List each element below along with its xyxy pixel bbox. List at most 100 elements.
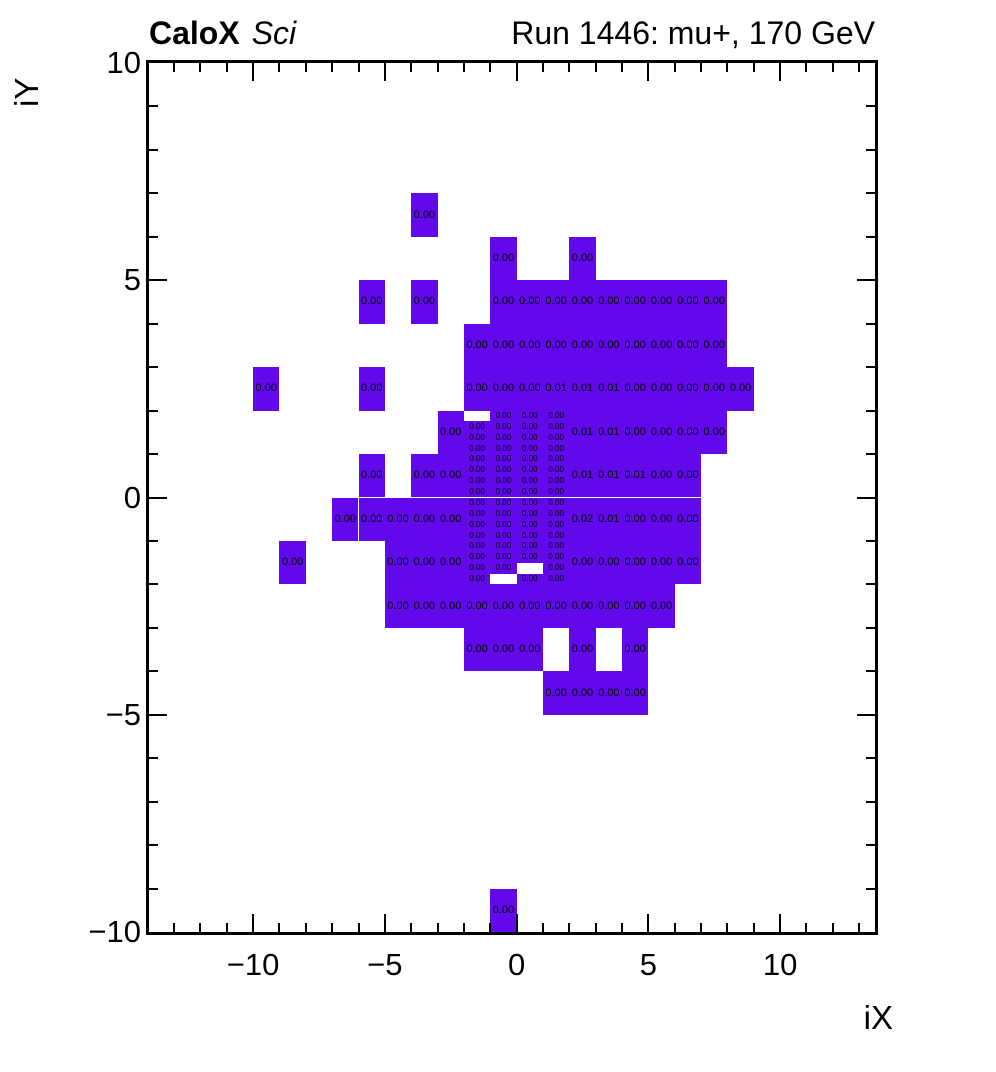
x-axis-tick (541, 63, 544, 72)
heatmap-fine-cell: 0.00 (516, 540, 543, 552)
y-axis-tick-label: 10 (106, 45, 141, 80)
x-axis-tick (541, 923, 544, 932)
y-axis-tick (857, 713, 875, 716)
heatmap-fine-cell: 0.00 (463, 519, 491, 531)
heatmap-fine-cell: 0.00 (490, 551, 517, 563)
heatmap-fine-cell: 0.00 (516, 421, 543, 433)
heatmap-fine-cell: 0.00 (542, 454, 570, 465)
heatmap-fine-cell: 0.00 (516, 443, 543, 455)
heatmap-cell: 0.00 (674, 454, 702, 498)
x-axis-tick (383, 63, 386, 81)
x-axis-tick (410, 63, 413, 72)
heatmap-cell: 0.00 (411, 497, 438, 541)
heatmap-fine-cell: 0.00 (463, 508, 491, 520)
x-axis-tick (383, 914, 386, 932)
heatmap-cell: 0.00 (384, 584, 412, 628)
heatmap-fine-cell: 0.00 (490, 421, 517, 433)
heatmap-fine-cell: 0.00 (490, 530, 517, 541)
heatmap-cell: 0.00 (622, 497, 649, 541)
heatmap-cell: 0.00 (622, 540, 649, 585)
heatmap-cell: 0.00 (622, 410, 649, 455)
heatmap-fine-cell: 0.00 (542, 540, 570, 552)
heatmap-fine-cell: 0.00 (463, 497, 491, 509)
y-axis-tick (149, 670, 158, 673)
x-axis-tick (858, 923, 861, 932)
x-axis-tick (805, 63, 808, 72)
heatmap-fine-cell: 0.00 (463, 486, 491, 498)
heatmap-fine-cell: 0.00 (542, 497, 570, 509)
heatmap-cell: 0.00 (701, 280, 728, 324)
heatmap-cell: 0.00 (569, 540, 596, 585)
heatmap-cell: 0.00 (411, 280, 438, 324)
heatmap-fine-cell: 0.00 (542, 443, 570, 455)
heatmap-cell: 0.00 (569, 627, 596, 672)
y-axis-tick (149, 844, 158, 847)
y-axis-tick (866, 887, 875, 890)
heatmap-cell: 0.00 (358, 454, 385, 498)
heatmap-fine-cell: 0.00 (490, 508, 517, 520)
x-axis-tick (252, 63, 255, 81)
heatmap-cell: 0.00 (490, 280, 517, 324)
x-axis-tick (726, 923, 729, 932)
heatmap-cell: 0.00 (674, 540, 702, 585)
x-axis-tick (700, 63, 703, 72)
heatmap-fine-cell: 0.00 (516, 508, 543, 520)
heatmap-cell: 0.00 (622, 367, 649, 411)
heatmap-fine-cell: 0.00 (516, 497, 543, 509)
heatmap-cell: 0.00 (648, 323, 675, 368)
heatmap-cell: 0.00 (463, 584, 491, 628)
y-axis-tick (866, 626, 875, 629)
heatmap-fine-cell: 0.00 (463, 551, 491, 563)
x-axis-tick-label: 0 (507, 947, 526, 982)
heatmap-cell: 0.00 (727, 367, 754, 411)
y-axis-tick (866, 539, 875, 542)
heatmap-cell: 0.00 (648, 540, 675, 585)
x-axis-tick (304, 63, 307, 72)
heatmap-fine-cell: 0.00 (542, 573, 570, 585)
x-axis-tick (594, 923, 597, 932)
heatmap-cell: 0.00 (332, 497, 359, 541)
x-axis-title: iX (863, 999, 893, 1036)
heatmap-cell: 0.00 (569, 584, 596, 628)
heatmap-cell: 0.00 (595, 584, 622, 628)
heatmap-fine-cell: 0.00 (516, 573, 543, 585)
heatmap-cell: 0.01 (595, 367, 622, 411)
x-axis-tick (331, 63, 334, 72)
heatmap-cell: 0.00 (595, 323, 622, 368)
y-axis-tick (866, 844, 875, 847)
heatmap-fine-cell: 0.00 (490, 475, 517, 487)
heatmap-fine-cell: 0.00 (490, 562, 517, 574)
heatmap-fine-cell: 0.00 (542, 508, 570, 520)
x-axis-tick (278, 63, 281, 72)
heatmap-cell: 0.01 (569, 410, 596, 455)
heatmap-cell: 0.00 (622, 671, 649, 715)
heatmap-fine-cell: 0.00 (516, 475, 543, 487)
y-axis-tick (866, 800, 875, 803)
heatmap-fine-cell: 0.00 (542, 421, 570, 433)
experiment-name-label: CaloX (149, 15, 240, 51)
heatmap-cell: 0.02 (569, 497, 596, 541)
plot-frame: 0.00 0.00 0.00 0.00 0.00 0.00 0.00 0.00 0.00 0.00… (146, 60, 878, 935)
heatmap-cell: 0.01 (542, 367, 570, 411)
y-axis-tick-label: 0 (123, 479, 141, 515)
heatmap-cell: 0.00 (490, 323, 517, 368)
heatmap-cell: 0.00 (542, 584, 570, 628)
heatmap-cell: 0.01 (595, 497, 622, 541)
heatmap-fine-cell: 0.00 (490, 486, 517, 498)
heatmap-cell: 0.00 (595, 280, 622, 324)
heatmap-fine-cell: 0.00 (463, 562, 491, 574)
x-axis-tick (673, 923, 676, 932)
x-axis-tick (489, 923, 492, 932)
heatmap-fine-cell: 0.00 (490, 464, 517, 476)
x-axis-tick (462, 923, 465, 932)
heatmap-cell: 0.00 (279, 540, 306, 585)
heatmap-fine-cell: 0.00 (463, 540, 491, 552)
heatmap-cell: 0.00 (437, 540, 464, 585)
x-axis-tick (515, 914, 518, 932)
x-axis-tick (594, 63, 597, 72)
heatmap-cell: 0.01 (595, 454, 622, 498)
heatmap-cell: 0.00 (516, 627, 543, 672)
y-axis-tick (866, 453, 875, 456)
heatmap-fine-cell: 0.00 (463, 454, 491, 465)
